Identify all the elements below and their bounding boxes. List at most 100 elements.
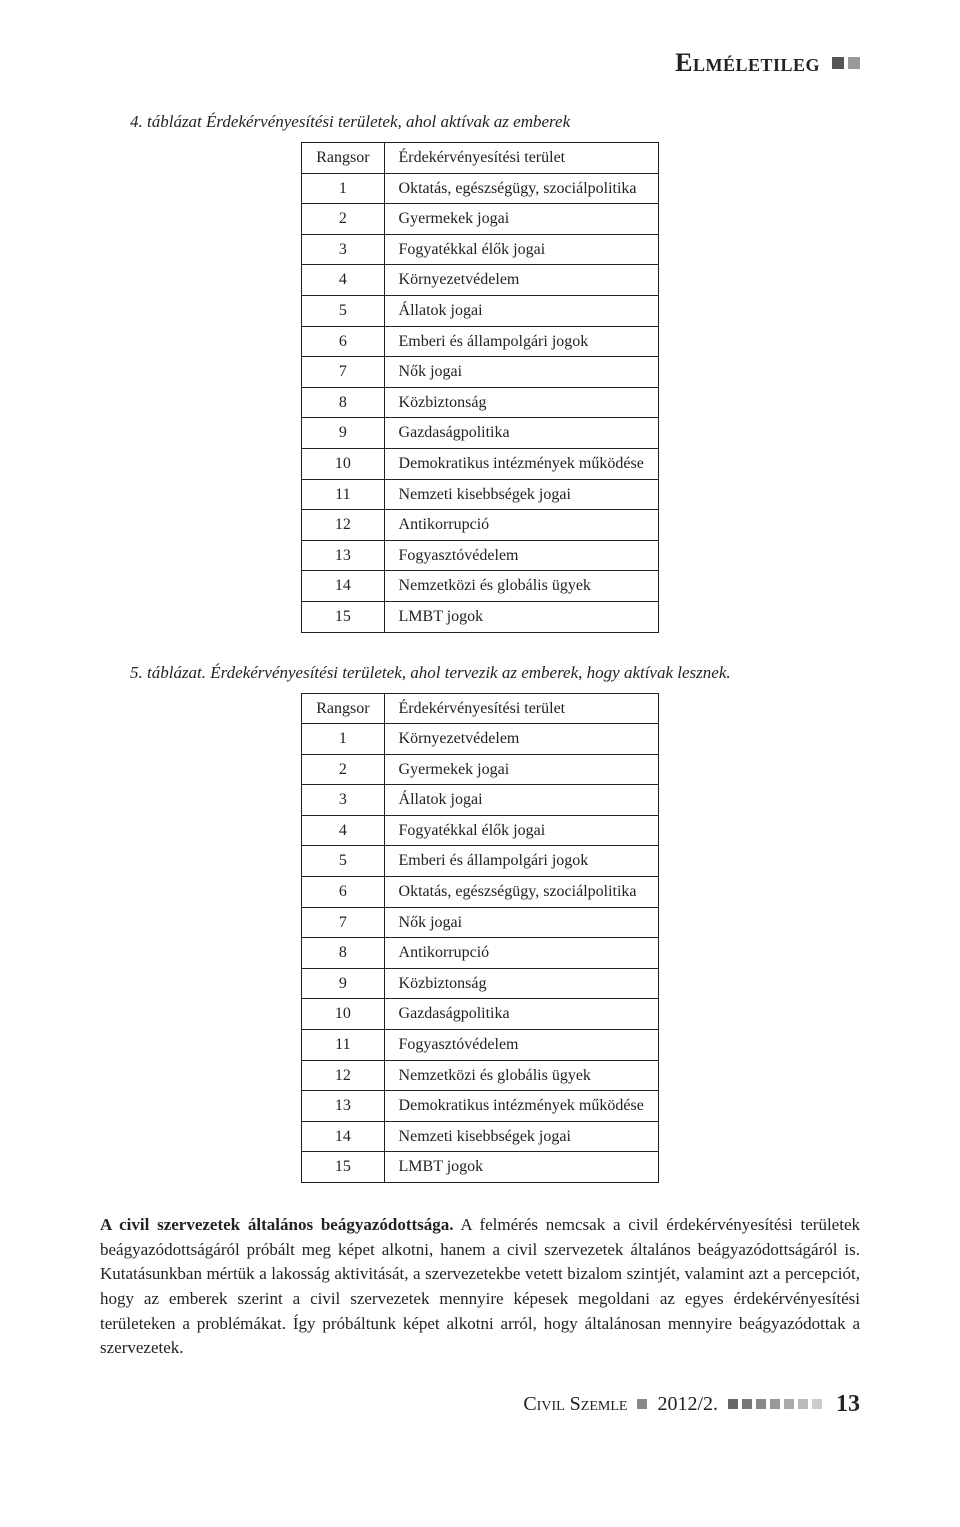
area-cell: Nemzetközi és globális ügyek [384, 571, 658, 602]
table-row: 6Emberi és állampolgári jogok [302, 326, 659, 357]
table4-header-row: Rangsor Érdekérvényesítési terület [302, 143, 659, 174]
table-row: 8Közbiztonság [302, 387, 659, 418]
rank-cell: 11 [302, 1030, 384, 1061]
footer-issue: 2012/2. [657, 1393, 718, 1416]
rank-cell: 6 [302, 877, 384, 908]
area-cell: Környezetvédelem [384, 265, 658, 296]
area-cell: LMBT jogok [384, 601, 658, 632]
table-row: 1Oktatás, egészségügy, szociálpolitika [302, 173, 659, 204]
table-row: 10Demokratikus intézmények működése [302, 448, 659, 479]
table-row: 12Nemzetközi és globális ügyek [302, 1060, 659, 1091]
area-cell: Antikorrupció [384, 938, 658, 969]
area-cell: Fogyasztóvédelem [384, 540, 658, 571]
table-row: 14Nemzeti kisebbségek jogai [302, 1121, 659, 1152]
rank-cell: 11 [302, 479, 384, 510]
rank-cell: 1 [302, 724, 384, 755]
rank-cell: 10 [302, 999, 384, 1030]
area-cell: Közbiztonság [384, 968, 658, 999]
rank-cell: 15 [302, 1152, 384, 1183]
rank-cell: 14 [302, 571, 384, 602]
rank-cell: 1 [302, 173, 384, 204]
rank-cell: 7 [302, 357, 384, 388]
table4-caption: 4. táblázat Érdekérvényesítési területek… [130, 112, 860, 132]
area-cell: Demokratikus intézmények működése [384, 1091, 658, 1122]
rank-cell: 9 [302, 968, 384, 999]
area-cell: Nemzeti kisebbségek jogai [384, 479, 658, 510]
area-cell: Közbiztonság [384, 387, 658, 418]
rank-cell: 2 [302, 754, 384, 785]
table4: Rangsor Érdekérvényesítési terület 1Okta… [301, 142, 659, 633]
area-cell: Állatok jogai [384, 295, 658, 326]
table5-caption: 5. táblázat. Érdekérvényesítési területe… [130, 663, 860, 683]
body-paragraph: A civil szervezetek általános beágyazódo… [100, 1213, 860, 1361]
table5-col0: Rangsor [302, 693, 384, 724]
area-cell: Nők jogai [384, 907, 658, 938]
table-row: 10Gazdaságpolitika [302, 999, 659, 1030]
area-cell: LMBT jogok [384, 1152, 658, 1183]
area-cell: Fogyatékkal élők jogai [384, 234, 658, 265]
rank-cell: 6 [302, 326, 384, 357]
square-icon [770, 1399, 780, 1409]
area-cell: Gazdaságpolitika [384, 999, 658, 1030]
table-row: 13Fogyasztóvédelem [302, 540, 659, 571]
table-row: 8Antikorrupció [302, 938, 659, 969]
page-header: Elméletileg [100, 48, 860, 78]
rank-cell: 3 [302, 785, 384, 816]
table4-col0: Rangsor [302, 143, 384, 174]
table-row: 13Demokratikus intézmények működése [302, 1091, 659, 1122]
square-icon [728, 1399, 738, 1409]
header-title: Elméletileg [675, 48, 860, 78]
table-row: 11Nemzeti kisebbségek jogai [302, 479, 659, 510]
table-row: 9Közbiztonság [302, 968, 659, 999]
area-cell: Állatok jogai [384, 785, 658, 816]
footer-page: 13 [836, 1391, 860, 1418]
rank-cell: 8 [302, 938, 384, 969]
table-row: 3Fogyatékkal élők jogai [302, 234, 659, 265]
table-row: 4Fogyatékkal élők jogai [302, 815, 659, 846]
rank-cell: 12 [302, 1060, 384, 1091]
table-row: 7Nők jogai [302, 907, 659, 938]
area-cell: Demokratikus intézmények működése [384, 448, 658, 479]
table-row: 12Antikorrupció [302, 510, 659, 541]
table-row: 15LMBT jogok [302, 1152, 659, 1183]
footer-squares-right [728, 1399, 822, 1409]
table-row: 5Állatok jogai [302, 295, 659, 326]
area-cell: Környezetvédelem [384, 724, 658, 755]
rank-cell: 4 [302, 815, 384, 846]
header-squares [832, 57, 860, 69]
area-cell: Gyermekek jogai [384, 754, 658, 785]
rank-cell: 10 [302, 448, 384, 479]
table-row: 14Nemzetközi és globális ügyek [302, 571, 659, 602]
square-icon [798, 1399, 808, 1409]
table5-col1: Érdekérvényesítési terület [384, 693, 658, 724]
table-row: 7Nők jogai [302, 357, 659, 388]
area-cell: Fogyasztóvédelem [384, 1030, 658, 1061]
table5-body: 1Környezetvédelem2Gyermekek jogai3Állato… [302, 724, 659, 1183]
rank-cell: 3 [302, 234, 384, 265]
table-row: 3Állatok jogai [302, 785, 659, 816]
rank-cell: 13 [302, 1091, 384, 1122]
area-cell: Antikorrupció [384, 510, 658, 541]
footer-journal: Civil Szemle [523, 1393, 627, 1416]
table4-body: 1Oktatás, egészségügy, szociálpolitika2G… [302, 173, 659, 632]
rank-cell: 14 [302, 1121, 384, 1152]
rank-cell: 13 [302, 540, 384, 571]
table-row: 11Fogyasztóvédelem [302, 1030, 659, 1061]
area-cell: Gyermekek jogai [384, 204, 658, 235]
paragraph-lead: A civil szervezetek általános beágyazódo… [100, 1215, 454, 1234]
table-row: 9Gazdaságpolitika [302, 418, 659, 449]
table-row: 15LMBT jogok [302, 601, 659, 632]
paragraph-text: A felmérés nemcsak a civil érdekérvényes… [100, 1215, 860, 1357]
rank-cell: 4 [302, 265, 384, 296]
page-footer: Civil Szemle 2012/2. 13 [100, 1391, 860, 1418]
table4-col1: Érdekérvényesítési terület [384, 143, 658, 174]
table-row: 2Gyermekek jogai [302, 204, 659, 235]
rank-cell: 12 [302, 510, 384, 541]
square-icon [742, 1399, 752, 1409]
square-icon [832, 57, 844, 69]
area-cell: Gazdaságpolitika [384, 418, 658, 449]
area-cell: Oktatás, egészségügy, szociálpolitika [384, 173, 658, 204]
rank-cell: 9 [302, 418, 384, 449]
table-row: 5Emberi és állampolgári jogok [302, 846, 659, 877]
table-row: 4Környezetvédelem [302, 265, 659, 296]
